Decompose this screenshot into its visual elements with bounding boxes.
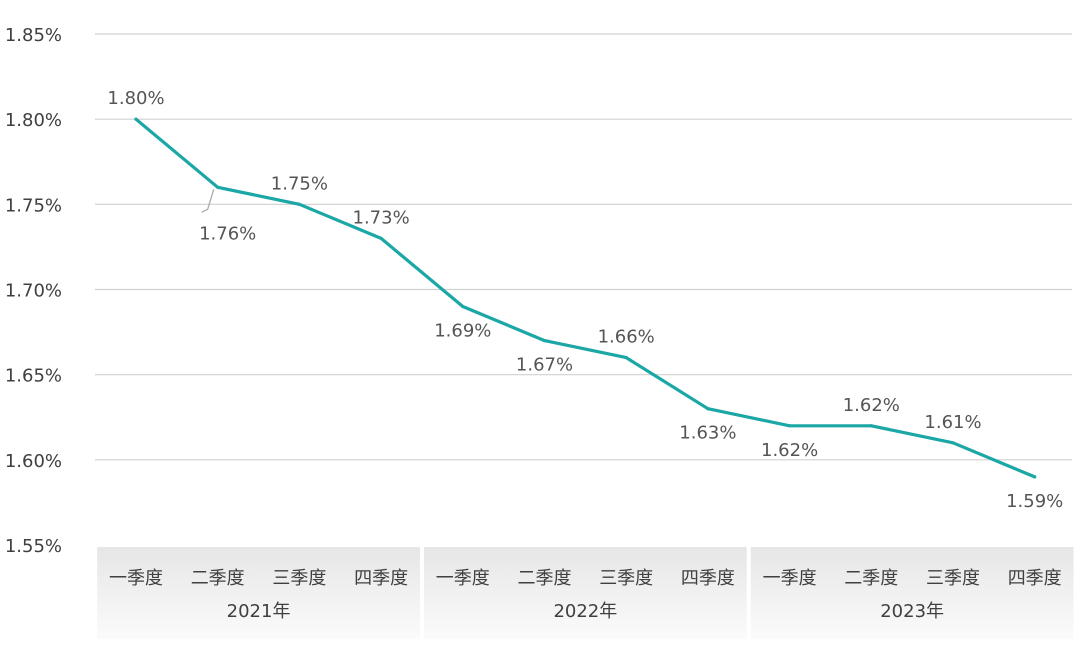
gridlines — [95, 33, 1072, 461]
data-label: 1.66% — [598, 327, 655, 348]
year-label: 2022年 — [553, 601, 617, 622]
data-point — [461, 304, 465, 309]
year-label: 2021年 — [227, 601, 291, 622]
data-point — [134, 117, 138, 121]
data-point — [788, 424, 792, 428]
data-point — [216, 185, 220, 189]
data-labels: 1.80% 1.76% 1.75% 1.73% 1.69% 1.67% 1.66% 1.63%… — [107, 88, 1063, 512]
x-tick-label: 四季度 — [354, 568, 408, 589]
data-point — [624, 356, 628, 360]
series-line — [134, 117, 1037, 479]
x-tick-label: 三季度 — [926, 568, 980, 589]
x-tick-label: 四季度 — [681, 568, 735, 589]
year-band — [97, 547, 420, 639]
x-tick-label: 四季度 — [1008, 568, 1062, 589]
data-label: 1.62% — [761, 440, 818, 461]
data-point — [542, 339, 547, 343]
x-axis: 2021年 2022年 2023年 一季度 二季度 三季度 四季度 一季度 二季度 三季度 四季度 一… — [109, 568, 1062, 622]
label-leader-line — [201, 189, 215, 213]
y-tick-label: 1.80% — [5, 110, 62, 131]
y-tick-label: 1.85% — [5, 25, 62, 46]
y-tick-label: 1.70% — [5, 281, 62, 302]
data-label: 1.76% — [199, 223, 256, 244]
data-point — [297, 202, 301, 206]
x-tick-label: 三季度 — [599, 568, 653, 589]
data-point — [951, 441, 955, 445]
y-tick-label: 1.55% — [5, 536, 62, 557]
data-point — [869, 424, 873, 428]
data-label: 1.69% — [434, 321, 491, 342]
y-tick-label: 1.75% — [5, 195, 62, 216]
data-label: 1.67% — [516, 355, 573, 376]
x-tick-label: 三季度 — [272, 568, 326, 589]
data-label: 1.61% — [924, 412, 981, 433]
x-tick-label: 二季度 — [844, 568, 898, 589]
data-label: 1.62% — [843, 395, 900, 416]
y-axis: 1.55% 1.60% 1.65% 1.70% 1.75% 1.80% 1.85% — [5, 25, 62, 557]
data-point — [1033, 475, 1037, 479]
x-tick-label: 一季度 — [436, 568, 490, 589]
data-point — [706, 407, 710, 411]
category-bands — [97, 547, 1074, 639]
data-point — [379, 236, 383, 240]
year-label: 2023年 — [880, 601, 944, 622]
data-label: 1.59% — [1006, 491, 1063, 512]
year-band — [423, 547, 747, 639]
y-tick-label: 1.60% — [5, 451, 62, 472]
y-tick-label: 1.65% — [5, 366, 62, 387]
data-label: 1.80% — [107, 88, 164, 109]
x-tick-label: 一季度 — [109, 568, 163, 589]
x-tick-label: 二季度 — [191, 568, 245, 589]
x-tick-label: 二季度 — [518, 568, 572, 589]
data-label: 1.63% — [679, 423, 736, 444]
data-label: 1.73% — [353, 207, 410, 228]
data-label: 1.75% — [271, 173, 328, 194]
year-band — [750, 547, 1074, 639]
x-tick-label: 一季度 — [763, 568, 817, 589]
series-line-path — [134, 117, 1037, 479]
